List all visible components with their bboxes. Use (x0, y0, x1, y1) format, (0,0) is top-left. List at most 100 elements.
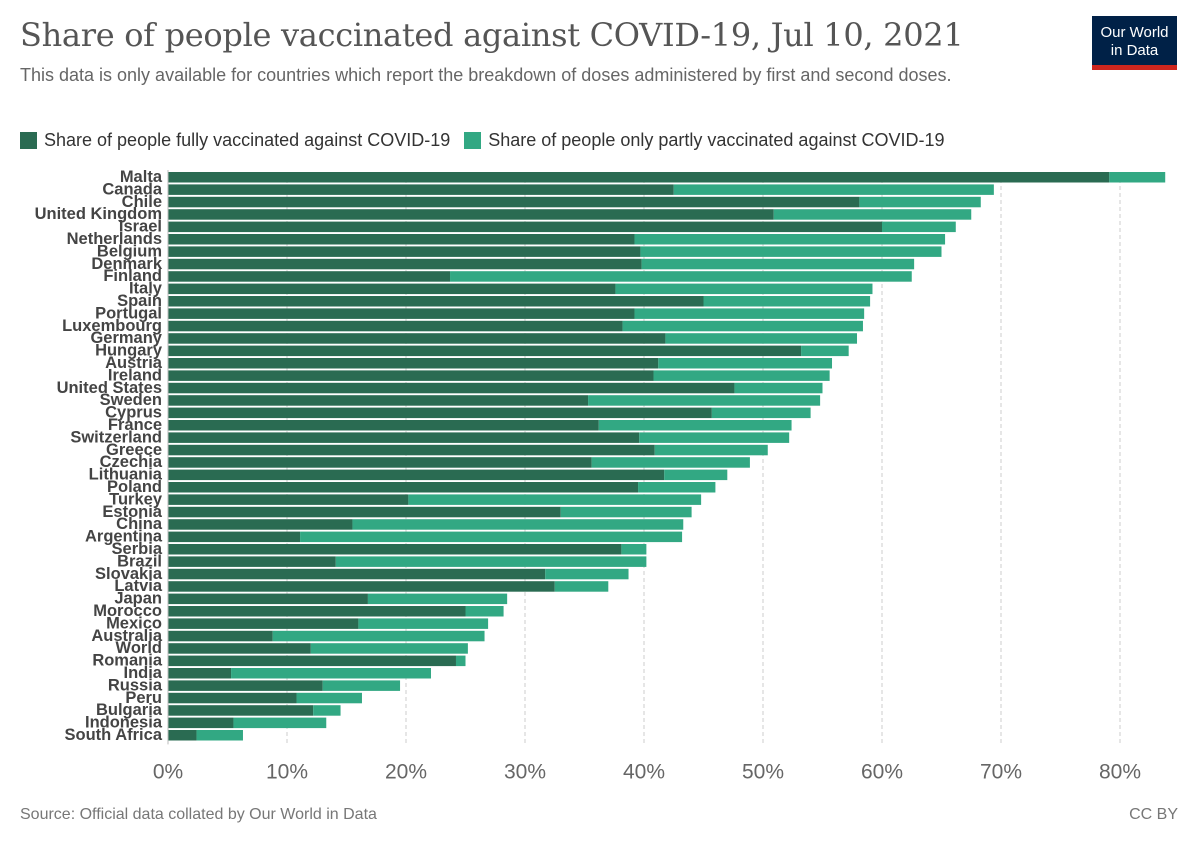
bar-partly-vaccinated[interactable] (640, 246, 942, 257)
bar-fully-vaccinated[interactable] (168, 296, 704, 307)
bar-partly-vaccinated[interactable] (313, 705, 341, 716)
bar-fully-vaccinated[interactable] (168, 494, 409, 505)
bar-fully-vaccinated[interactable] (168, 618, 359, 629)
category-label: Brazil (117, 552, 162, 570)
bar-partly-vaccinated[interactable] (322, 680, 401, 691)
bar-fully-vaccinated[interactable] (168, 643, 311, 654)
bar-fully-vaccinated[interactable] (168, 172, 1110, 183)
bar-partly-vaccinated[interactable] (801, 345, 849, 357)
bar-fully-vaccinated[interactable] (168, 544, 622, 555)
bar-fully-vaccinated[interactable] (168, 246, 641, 257)
bar-fully-vaccinated[interactable] (168, 370, 654, 381)
bar-fully-vaccinated[interactable] (168, 320, 623, 332)
bar-partly-vaccinated[interactable] (554, 581, 609, 592)
legend-item-fully[interactable]: Share of people fully vaccinated against… (20, 130, 450, 151)
bar-partly-vaccinated[interactable] (352, 519, 684, 530)
bar-partly-vaccinated[interactable] (703, 296, 871, 307)
bar-partly-vaccinated[interactable] (560, 506, 692, 518)
bar-partly-vaccinated[interactable] (634, 234, 946, 245)
bar-partly-vaccinated[interactable] (296, 692, 362, 704)
bar-partly-vaccinated[interactable] (231, 668, 431, 679)
bar-partly-vaccinated[interactable] (658, 358, 833, 369)
bar-fully-vaccinated[interactable] (168, 457, 592, 468)
bar-partly-vaccinated[interactable] (465, 606, 504, 617)
bar-fully-vaccinated[interactable] (168, 568, 546, 580)
bar-partly-vaccinated[interactable] (310, 643, 468, 654)
bar-partly-vaccinated[interactable] (711, 407, 811, 419)
bar-partly-vaccinated[interactable] (639, 432, 790, 443)
bar-fully-vaccinated[interactable] (168, 593, 368, 605)
bar-fully-vaccinated[interactable] (168, 556, 336, 567)
category-label: Switzerland (70, 428, 162, 446)
bar-partly-vaccinated[interactable] (664, 469, 728, 481)
bar-partly-vaccinated[interactable] (622, 320, 863, 332)
bar-partly-vaccinated[interactable] (300, 531, 683, 543)
bar-fully-vaccinated[interactable] (168, 655, 456, 667)
bar-fully-vaccinated[interactable] (168, 196, 860, 208)
license-link[interactable]: CC BY (1129, 806, 1178, 823)
bar-partly-vaccinated[interactable] (665, 333, 858, 344)
bar-fully-vaccinated[interactable] (168, 717, 234, 729)
bar-fully-vaccinated[interactable] (168, 209, 774, 220)
bar-partly-vaccinated[interactable] (588, 395, 821, 406)
bar-fully-vaccinated[interactable] (168, 730, 197, 741)
bar-fully-vaccinated[interactable] (168, 283, 616, 295)
bar-partly-vaccinated[interactable] (358, 618, 489, 629)
bar-partly-vaccinated[interactable] (1109, 172, 1166, 183)
bar-fully-vaccinated[interactable] (168, 420, 599, 431)
bar-fully-vaccinated[interactable] (168, 482, 639, 493)
bar-fully-vaccinated[interactable] (168, 444, 655, 456)
legend-item-partly[interactable]: Share of people only partly vaccinated a… (464, 130, 945, 151)
owid-logo[interactable]: Our World in Data (1092, 16, 1177, 70)
bar-fully-vaccinated[interactable] (168, 630, 273, 642)
bar-fully-vaccinated[interactable] (168, 395, 589, 406)
bar-fully-vaccinated[interactable] (168, 271, 451, 282)
bar-fully-vaccinated[interactable] (168, 234, 635, 245)
bar-partly-vaccinated[interactable] (272, 630, 485, 642)
bar-fully-vaccinated[interactable] (168, 668, 232, 679)
x-tick-label: 10% (266, 760, 308, 783)
bar-partly-vaccinated[interactable] (450, 271, 912, 282)
bar-partly-vaccinated[interactable] (615, 283, 873, 295)
bar-partly-vaccinated[interactable] (545, 568, 629, 580)
bar-partly-vaccinated[interactable] (773, 209, 972, 220)
bar-partly-vaccinated[interactable] (859, 196, 981, 208)
bar-partly-vaccinated[interactable] (408, 494, 702, 505)
bar-fully-vaccinated[interactable] (168, 407, 712, 419)
bar-fully-vaccinated[interactable] (168, 345, 802, 357)
category-label: United States (57, 379, 162, 397)
bar-fully-vaccinated[interactable] (168, 705, 314, 716)
bar-fully-vaccinated[interactable] (168, 358, 659, 369)
bar-partly-vaccinated[interactable] (591, 457, 750, 468)
bar-partly-vaccinated[interactable] (654, 444, 768, 456)
bar-partly-vaccinated[interactable] (641, 258, 915, 270)
bar-fully-vaccinated[interactable] (168, 221, 882, 233)
bar-fully-vaccinated[interactable] (168, 519, 353, 530)
bar-fully-vaccinated[interactable] (168, 308, 635, 319)
bar-partly-vaccinated[interactable] (621, 544, 647, 555)
bar-fully-vaccinated[interactable] (168, 531, 301, 543)
bar-partly-vaccinated[interactable] (233, 717, 327, 729)
bar-fully-vaccinated[interactable] (168, 581, 555, 592)
bar-fully-vaccinated[interactable] (168, 382, 735, 394)
bar-partly-vaccinated[interactable] (196, 730, 243, 741)
bar-partly-vaccinated[interactable] (673, 184, 994, 195)
bar-fully-vaccinated[interactable] (168, 258, 642, 270)
bar-fully-vaccinated[interactable] (168, 506, 561, 518)
bar-partly-vaccinated[interactable] (335, 556, 647, 567)
bar-partly-vaccinated[interactable] (734, 382, 823, 394)
bar-partly-vaccinated[interactable] (653, 370, 830, 381)
bar-partly-vaccinated[interactable] (455, 655, 466, 667)
bar-partly-vaccinated[interactable] (638, 482, 716, 493)
bar-fully-vaccinated[interactable] (168, 432, 640, 443)
bar-partly-vaccinated[interactable] (598, 420, 792, 431)
bar-partly-vaccinated[interactable] (367, 593, 508, 605)
bar-fully-vaccinated[interactable] (168, 184, 674, 195)
bar-fully-vaccinated[interactable] (168, 680, 323, 691)
bar-partly-vaccinated[interactable] (882, 221, 956, 233)
bar-fully-vaccinated[interactable] (168, 469, 665, 481)
bar-fully-vaccinated[interactable] (168, 606, 466, 617)
bar-fully-vaccinated[interactable] (168, 692, 297, 704)
bar-fully-vaccinated[interactable] (168, 333, 666, 344)
bar-partly-vaccinated[interactable] (634, 308, 865, 319)
